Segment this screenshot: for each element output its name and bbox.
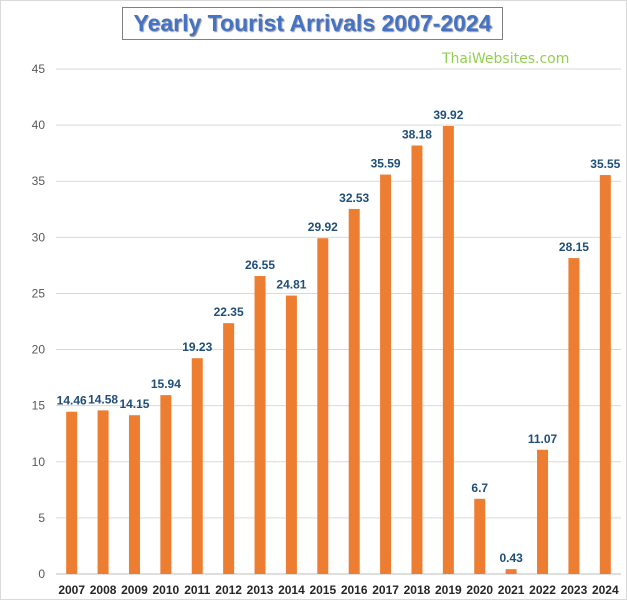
x-tick-label: 2018 xyxy=(404,583,431,597)
y-tick-label: 10 xyxy=(32,455,46,469)
data-label: 28.15 xyxy=(559,240,589,254)
data-label: 29.92 xyxy=(308,220,338,234)
data-label: 15.94 xyxy=(151,377,181,391)
gridlines xyxy=(56,68,621,575)
chart-title: Yearly Tourist Arrivals 2007-2024 xyxy=(122,7,503,40)
bar-2012 xyxy=(223,323,235,574)
y-tick-label: 35 xyxy=(32,174,46,188)
x-tick-label: 2012 xyxy=(215,583,242,597)
bar-2007 xyxy=(66,411,78,574)
x-tick-label: 2022 xyxy=(529,583,556,597)
bar-2011 xyxy=(191,358,203,574)
y-tick-label: 40 xyxy=(32,118,46,132)
data-label: 6.7 xyxy=(471,481,488,495)
bar-2023 xyxy=(568,258,580,574)
bar-2015 xyxy=(317,238,329,574)
y-tick-label: 45 xyxy=(32,62,46,76)
x-tick-label: 2016 xyxy=(341,583,368,597)
y-axis-tick-labels: 0 5 10 15 20 25 30 35 40 45 xyxy=(32,62,46,581)
x-tick-label: 2014 xyxy=(278,583,305,597)
y-tick-label: 0 xyxy=(38,567,45,581)
bar-2009 xyxy=(128,415,140,574)
data-label: 35.59 xyxy=(371,157,401,171)
data-label: 38.18 xyxy=(402,128,432,142)
data-label: 11.07 xyxy=(528,432,558,446)
x-axis-tick-labels: 2007 2008 2009 2010 2011 2012 2013 2014 2015 2016… xyxy=(58,583,619,597)
bar-2016 xyxy=(348,208,360,575)
bar-2010 xyxy=(160,395,172,574)
data-label: 39.92 xyxy=(433,108,463,122)
x-tick-label: 2021 xyxy=(498,583,525,597)
data-label: 14.46 xyxy=(57,394,87,408)
bar-2022 xyxy=(537,449,549,574)
x-tick-label: 2007 xyxy=(58,583,85,597)
y-tick-label: 5 xyxy=(38,511,45,525)
y-tick-label: 15 xyxy=(32,399,46,413)
y-tick-label: 20 xyxy=(32,343,46,357)
x-tick-label: 2009 xyxy=(121,583,148,597)
x-tick-label: 2024 xyxy=(592,583,619,597)
bars xyxy=(66,126,611,575)
data-label: 35.55 xyxy=(590,157,620,171)
data-label: 14.15 xyxy=(119,397,149,411)
bar-2021 xyxy=(505,569,517,574)
data-label: 14.58 xyxy=(88,392,118,406)
data-label: 0.43 xyxy=(499,551,523,565)
x-tick-label: 2023 xyxy=(561,583,588,597)
data-label: 24.81 xyxy=(276,278,306,292)
data-label: 32.53 xyxy=(339,191,369,205)
x-tick-label: 2020 xyxy=(466,583,493,597)
x-tick-label: 2019 xyxy=(435,583,462,597)
watermark-text: ThaiWebsites.com xyxy=(442,51,570,67)
bar-2014 xyxy=(285,295,297,574)
x-tick-label: 2011 xyxy=(184,583,210,597)
y-tick-label: 30 xyxy=(32,230,46,244)
data-label: 22.35 xyxy=(214,305,244,319)
bar-2024 xyxy=(599,175,611,575)
y-tick-label: 25 xyxy=(32,286,46,300)
bar-2018 xyxy=(411,145,423,574)
x-tick-label: 2015 xyxy=(309,583,336,597)
x-tick-label: 2008 xyxy=(90,583,117,597)
bar-2017 xyxy=(380,174,392,574)
x-tick-label: 2010 xyxy=(153,583,180,597)
bar-2020 xyxy=(474,498,486,574)
data-label: 26.55 xyxy=(245,258,275,272)
bar-2008 xyxy=(97,410,109,574)
bar-2013 xyxy=(254,276,266,574)
data-label: 19.23 xyxy=(182,340,212,354)
x-tick-label: 2017 xyxy=(372,583,399,597)
x-tick-label: 2013 xyxy=(247,583,274,597)
bar-2019 xyxy=(442,126,454,575)
